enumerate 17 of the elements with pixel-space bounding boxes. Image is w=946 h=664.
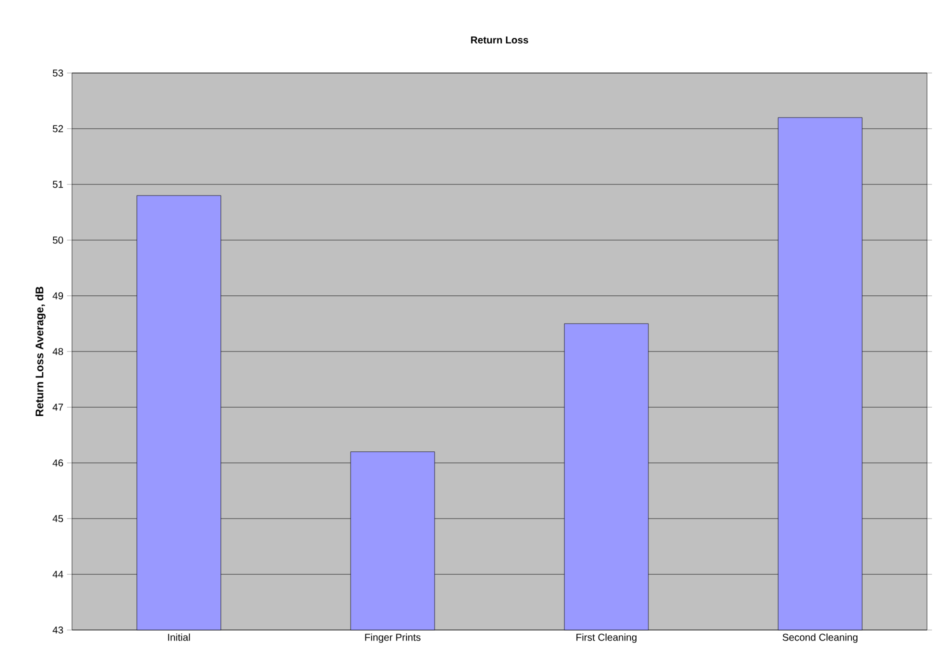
- x-tick-label: Second Cleaning: [782, 634, 858, 643]
- y-tick-label: 45: [52, 515, 64, 522]
- y-tick-label: 49: [52, 292, 64, 300]
- y-tick-label: 47: [52, 404, 63, 411]
- x-tick-label: Finger Prints: [365, 634, 420, 643]
- y-tick-label: 52: [52, 125, 63, 132]
- y-tick-label: 51: [52, 180, 63, 188]
- y-tick-label: 46: [52, 459, 64, 466]
- x-tick-label: First Cleaning: [576, 634, 636, 643]
- y-tick-label: 48: [52, 348, 64, 356]
- y-tick-label: 50: [52, 236, 64, 244]
- chart-title: Return Loss: [471, 36, 528, 44]
- y-tick-label: 43: [52, 626, 64, 634]
- y-axis-title: Return Loss Average, dB: [35, 286, 46, 416]
- x-tick-label: Initial: [168, 634, 190, 641]
- y-tick-label: 44: [52, 570, 64, 578]
- y-tick-label: 53: [52, 69, 64, 77]
